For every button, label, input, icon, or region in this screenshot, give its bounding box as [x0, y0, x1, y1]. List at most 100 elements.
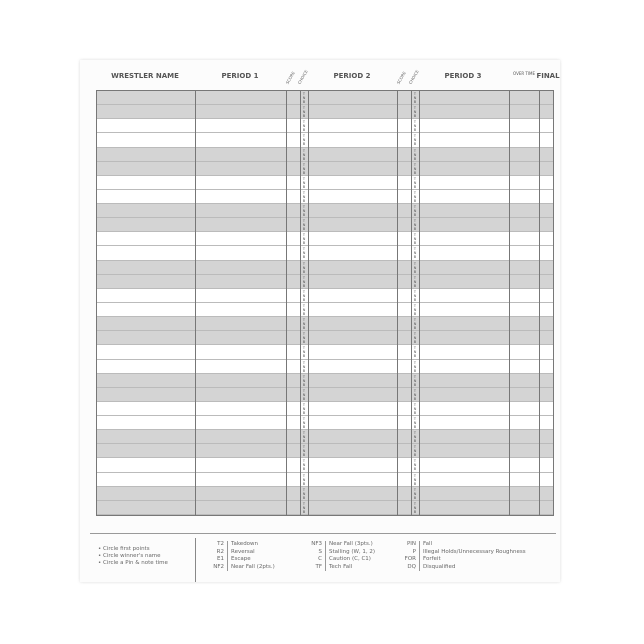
choice-marks[interactable]: T N B — [302, 275, 306, 288]
choice-marks[interactable]: T N B — [302, 473, 306, 486]
choice-marks[interactable]: T N B — [302, 318, 306, 331]
choice-marks[interactable]: T N B — [413, 275, 417, 288]
table-row[interactable] — [97, 458, 553, 473]
choice-marks[interactable]: T N B — [302, 176, 306, 189]
choice-marks[interactable]: T N B — [413, 318, 417, 331]
table-row[interactable] — [97, 430, 553, 445]
choice-marks[interactable]: T N B — [413, 402, 417, 415]
legend-label: Escape — [231, 556, 251, 562]
choice-marks[interactable]: T N B — [413, 120, 417, 133]
choice-marks[interactable]: T N B — [302, 247, 306, 260]
legend-code: R2 — [202, 548, 228, 556]
choice-marks[interactable]: T N B — [302, 417, 306, 430]
choice-marks[interactable]: T N B — [302, 487, 306, 500]
header-period-1: PERIOD 1 — [221, 72, 259, 80]
choice-marks[interactable]: T N B — [302, 431, 306, 444]
choice-marks[interactable]: T N B — [413, 176, 417, 189]
choice-marks[interactable]: T N B — [413, 459, 417, 472]
choice-marks[interactable]: T N B — [302, 233, 306, 246]
choice-marks[interactable]: T N B — [413, 190, 417, 203]
choice-marks[interactable]: T N B — [413, 219, 417, 232]
table-row[interactable] — [97, 147, 553, 162]
choice-marks[interactable]: T N B — [413, 473, 417, 486]
choice-marks[interactable]: T N B — [302, 106, 306, 119]
choice-marks[interactable]: T N B — [413, 134, 417, 147]
choice-marks[interactable]: T N B — [302, 162, 306, 175]
choice-marks[interactable]: T N B — [413, 417, 417, 430]
table-row[interactable] — [97, 303, 553, 318]
table-row[interactable] — [97, 444, 553, 459]
choice-marks[interactable]: T N B — [302, 120, 306, 133]
choice-marks[interactable]: T N B — [302, 501, 306, 514]
choice-marks[interactable]: T N B — [413, 346, 417, 359]
choice-marks[interactable]: T N B — [413, 92, 417, 104]
choice-marks[interactable]: T N B — [302, 346, 306, 359]
choice-marks[interactable]: T N B — [413, 162, 417, 175]
choice-marks[interactable]: T N B — [302, 304, 306, 316]
choice-marks[interactable]: T N B — [302, 374, 306, 387]
choice-marks[interactable]: T N B — [413, 388, 417, 401]
table-row[interactable] — [97, 373, 553, 388]
column-divider — [411, 91, 412, 515]
table-row[interactable] — [97, 345, 553, 360]
table-row[interactable] — [97, 204, 553, 219]
table-row[interactable] — [97, 317, 553, 332]
legend-code: DQ — [390, 563, 420, 571]
table-row[interactable] — [97, 260, 553, 275]
choice-marks[interactable]: T N B — [413, 501, 417, 514]
table-row[interactable] — [97, 161, 553, 176]
table-row[interactable] — [97, 175, 553, 190]
choice-marks[interactable]: T N B — [413, 360, 417, 373]
choice-marks[interactable]: T N B — [413, 487, 417, 500]
table-row[interactable] — [97, 91, 553, 106]
choice-marks[interactable]: T N B — [413, 233, 417, 246]
choice-marks[interactable]: T N B — [302, 219, 306, 232]
header-overtime: OVER TIME — [513, 71, 535, 76]
table-row[interactable] — [97, 218, 553, 233]
choice-marks[interactable]: T N B — [413, 261, 417, 274]
table-row[interactable] — [97, 105, 553, 120]
table-row[interactable] — [97, 274, 553, 289]
column-divider — [397, 91, 398, 515]
choice-marks[interactable]: T N B — [413, 289, 417, 302]
table-row[interactable] — [97, 246, 553, 261]
choice-marks[interactable]: T N B — [302, 261, 306, 274]
table-row[interactable] — [97, 486, 553, 501]
table-row[interactable] — [97, 232, 553, 247]
choice-marks[interactable]: T N B — [302, 289, 306, 302]
table-row[interactable] — [97, 416, 553, 431]
choice-marks[interactable]: T N B — [302, 190, 306, 203]
choice-marks[interactable]: T N B — [413, 148, 417, 161]
table-row[interactable] — [97, 359, 553, 374]
choice-marks[interactable]: T N B — [302, 459, 306, 472]
choice-marks[interactable]: T N B — [413, 106, 417, 119]
table-row[interactable] — [97, 119, 553, 134]
choice-marks[interactable]: T N B — [302, 205, 306, 218]
legend-label: Disqualified — [423, 563, 456, 570]
table-row[interactable] — [97, 288, 553, 303]
choice-marks[interactable]: T N B — [413, 304, 417, 316]
table-row[interactable] — [97, 133, 553, 148]
choice-marks[interactable]: T N B — [413, 445, 417, 458]
choice-marks[interactable]: T N B — [413, 205, 417, 218]
choice-marks[interactable]: T N B — [302, 445, 306, 458]
choice-marks[interactable]: T N B — [302, 388, 306, 401]
choice-marks[interactable]: T N B — [413, 431, 417, 444]
choice-marks[interactable]: T N B — [302, 402, 306, 415]
column-divider — [419, 91, 420, 515]
choice-marks[interactable]: T N B — [302, 360, 306, 373]
choice-marks[interactable]: T N B — [413, 247, 417, 260]
table-row[interactable] — [97, 189, 553, 205]
table-row[interactable] — [97, 387, 553, 402]
choice-marks[interactable]: T N B — [302, 92, 306, 104]
table-row[interactable] — [97, 331, 553, 346]
table-row[interactable] — [97, 472, 553, 487]
choice-marks[interactable]: T N B — [413, 332, 417, 345]
choice-marks[interactable]: T N B — [302, 332, 306, 345]
table-row[interactable] — [97, 500, 553, 515]
choice-marks[interactable]: T N B — [413, 374, 417, 387]
choice-marks[interactable]: T N B — [302, 134, 306, 147]
legend-item: TF Tech Fall — [300, 563, 375, 571]
choice-marks[interactable]: T N B — [302, 148, 306, 161]
table-row[interactable] — [97, 401, 553, 417]
